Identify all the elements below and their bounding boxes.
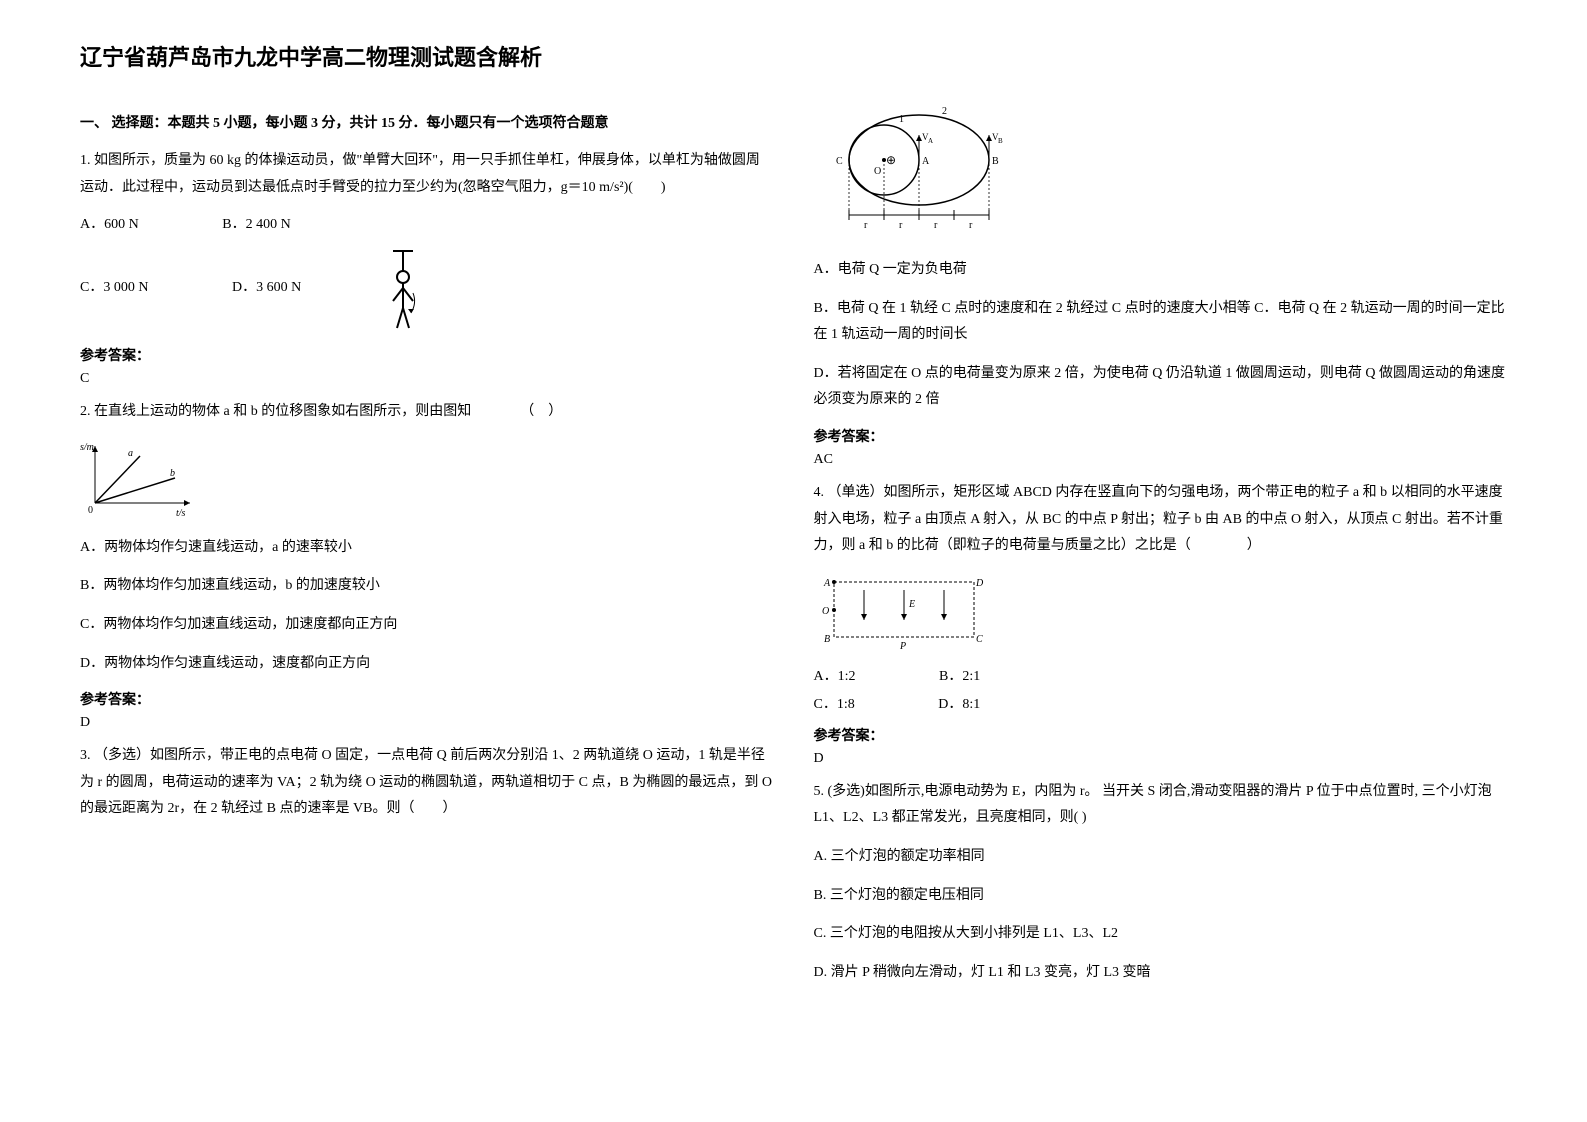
line-b-label: b: [170, 468, 175, 479]
label-a: A: [922, 156, 930, 167]
q4-option-c: C．1:8: [814, 693, 855, 713]
q2-option-b: B．两物体均作匀加速直线运动，b 的加速度较小: [80, 573, 774, 600]
q3-option-bc: B．电荷 Q 在 1 轨经 C 点时的速度和在 2 轨经过 C 点时的速度大小相…: [814, 296, 1508, 349]
two-column-layout: 一、 选择题：本题共 5 小题，每小题 3 分，共计 15 分．每小题只有一个选…: [80, 96, 1507, 998]
question-5-text: 5. (多选)如图所示,电源电动势为 E，内阻为 r。 当开关 S 闭合,滑动变…: [814, 779, 1508, 832]
rect-field-diagram: A D B C O P E: [814, 572, 1508, 657]
q4-option-a: A．1:2: [814, 665, 856, 685]
q1-option-b: B．2 400 N: [222, 213, 290, 233]
q1-option-d: D．3 600 N: [232, 276, 301, 296]
q3-option-d: D．若将固定在 O 点的电荷量变为原来 2 倍，为使电荷 Q 仍沿轨道 1 做圆…: [814, 361, 1508, 414]
q1-options-row1: A．600 N B．2 400 N: [80, 213, 774, 233]
axis-x-label: t/s: [176, 508, 186, 518]
gymnast-figure: C．3 000 N D．3 600 N: [80, 243, 774, 333]
right-column: O ⊕ C A B 1 2 VA VB r r: [814, 96, 1508, 998]
label-r2: r: [899, 220, 903, 231]
page-title: 辽宁省葫芦岛市九龙中学高二物理测试题含解析: [80, 40, 1507, 72]
rect-c: C: [976, 634, 983, 645]
q4-answer-label: 参考答案：: [814, 725, 1508, 745]
question-2-text: 2. 在直线上运动的物体 a 和 b 的位移图象如右图所示，则由图知 （ ）: [80, 399, 774, 426]
orbit-diagram: O ⊕ C A B 1 2 VA VB r r: [814, 100, 1508, 245]
section1-header: 一、 选择题：本题共 5 小题，每小题 3 分，共计 15 分．每小题只有一个选…: [80, 112, 774, 132]
q1-answer-label: 参考答案：: [80, 345, 774, 365]
label-vb-sub: B: [998, 137, 1003, 145]
line-a-label: a: [128, 448, 133, 459]
q2-answer-label: 参考答案：: [80, 689, 774, 709]
rect-o: O: [822, 606, 829, 617]
q5-option-b: B. 三个灯泡的额定电压相同: [814, 883, 1508, 910]
label-r1: r: [864, 220, 868, 231]
question-3-text: 3. （多选）如图所示，带正电的点电荷 O 固定，一点电荷 Q 前后两次分别沿 …: [80, 743, 774, 823]
q1-option-c: C．3 000 N: [80, 276, 148, 296]
label-b: B: [992, 156, 999, 167]
label-2: 2: [942, 106, 947, 117]
q4-option-d: D．8:1: [938, 693, 980, 713]
q2-option-d: D．两物体均作匀速直线运动，速度都向正方向: [80, 651, 774, 678]
q5-option-d: D. 滑片 P 稍微向左滑动，灯 L1 和 L3 变亮，灯 L3 变暗: [814, 960, 1508, 987]
q3-answer: AC: [814, 452, 1508, 468]
q4-options-row2: C．1:8 D．8:1: [814, 693, 1508, 713]
label-o: O: [874, 166, 881, 177]
q4-options-row1: A．1:2 B．2:1: [814, 665, 1508, 685]
rect-d: D: [975, 578, 984, 589]
left-column: 一、 选择题：本题共 5 小题，每小题 3 分，共计 15 分．每小题只有一个选…: [80, 96, 774, 998]
q3-answer-label: 参考答案：: [814, 426, 1508, 446]
q1-option-a: A．600 N: [80, 213, 139, 233]
rect-e: E: [908, 599, 915, 610]
rect-b: B: [824, 634, 830, 645]
rect-p: P: [899, 641, 906, 652]
label-va-sub: A: [928, 137, 933, 145]
axis-y-label: s/m: [80, 442, 94, 453]
label-r4: r: [969, 220, 973, 231]
question-1-text: 1. 如图所示，质量为 60 kg 的体操运动员，做"单臂大回环"，用一只手抓住…: [80, 148, 774, 201]
q4-option-b: B．2:1: [939, 665, 980, 685]
q5-option-a: A. 三个灯泡的额定功率相同: [814, 844, 1508, 871]
q2-option-a: A．两物体均作匀速直线运动，a 的速率较小: [80, 535, 774, 562]
rect-a: A: [823, 578, 831, 589]
st-graph: s/m t/s a b 0: [80, 438, 774, 523]
gymnast-icon: [385, 243, 425, 333]
label-c: C: [836, 156, 843, 167]
label-o-plus: ⊕: [886, 153, 896, 167]
question-4-text: 4. （单选）如图所示，矩形区域 ABCD 内存在竖直向下的匀强电场，两个带正电…: [814, 480, 1508, 560]
q3-option-a: A．电荷 Q 一定为负电荷: [814, 257, 1508, 284]
label-r3: r: [934, 220, 938, 231]
origin-label: 0: [88, 505, 93, 516]
label-1: 1: [899, 114, 904, 125]
q1-answer: C: [80, 371, 774, 387]
q4-answer: D: [814, 751, 1508, 767]
q2-answer: D: [80, 715, 774, 731]
q2-option-c: C．两物体均作匀加速直线运动，加速度都向正方向: [80, 612, 774, 639]
q5-option-c: C. 三个灯泡的电阻按从大到小排列是 L1、L3、L2: [814, 921, 1508, 948]
